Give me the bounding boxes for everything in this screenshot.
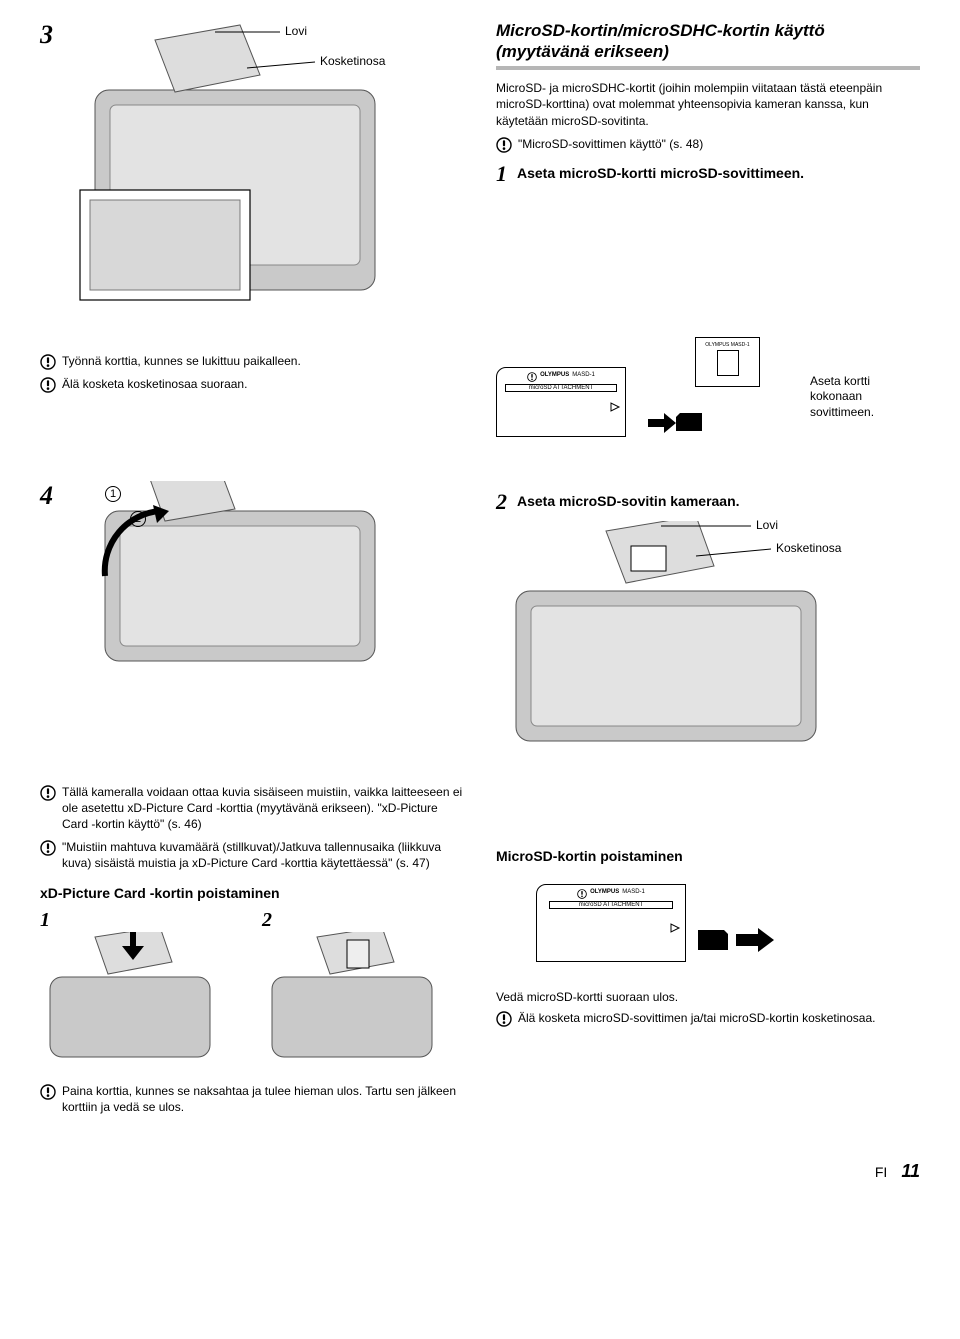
xd-remove-heading: xD-Picture Card -kortin poistaminen — [40, 885, 464, 901]
insert-adapter-block: 2 Aseta microSD-sovitin kameraan. Lovi K… — [496, 481, 920, 754]
label-lovi-2: Lovi — [756, 518, 778, 534]
note-sovitin-kaytto: "MicroSD-sovittimen käyttö" (s. 48) — [496, 136, 920, 153]
note-icon — [496, 1011, 512, 1027]
step3-number: 3 — [40, 20, 53, 50]
xd-remove-block: Tällä kameralla voidaan ottaa kuvia sisä… — [40, 778, 464, 1121]
label-kosketinosa-2: Kosketinosa — [776, 541, 841, 557]
step4-illustration — [65, 481, 395, 671]
eject-arrow-icon — [669, 923, 681, 933]
substep-2: 2 — [130, 511, 146, 527]
microsd-eject-icon — [696, 922, 786, 962]
footer-lang: FI — [875, 1164, 887, 1180]
microsd-remove-heading: MicroSD-kortin poistaminen — [496, 848, 920, 864]
insert-arrow-icon — [609, 402, 621, 412]
section-title: MicroSD-kortin/microSDHC-kortin käyttö (… — [496, 20, 920, 70]
microsd-insert-icon — [646, 405, 706, 445]
note-dont-touch-adapter: Älä kosketa microSD-sovittimen ja/tai mi… — [496, 1010, 920, 1027]
remove-illus-2 — [262, 932, 442, 1062]
pull-out-text: Vedä microSD-kortti suoraan ulos. — [496, 990, 920, 1004]
remove-step-1: 1 — [40, 909, 242, 932]
step3-notes: Työnnä korttia, kunnes se lukittuu paika… — [40, 337, 464, 457]
note-internal-memory: Tällä kameralla voidaan ottaa kuvia sisä… — [40, 784, 464, 833]
note-capacity: "Muistiin mahtuva kuvamäärä (stillkuvat)… — [40, 839, 464, 871]
microsd-remove-block: MicroSD-kortin poistaminen OLYMPUS MASD-… — [496, 778, 920, 1121]
insert-step2: 2 Aseta microSD-sovitin kameraan. — [496, 489, 920, 515]
note-dont-touch-contacts: Älä kosketa kosketinosaa suoraan. — [40, 376, 464, 393]
intro-text: MicroSD- ja microSDHC-kortit (joihin mol… — [496, 80, 920, 130]
footer-page: 11 — [901, 1161, 920, 1182]
note-push-lock: Työnnä korttia, kunnes se lukittuu paika… — [40, 353, 464, 370]
note-press-card: Paina korttia, kunnes se naksahtaa ja tu… — [40, 1083, 464, 1115]
step4-block: 4 1 2 — [40, 481, 464, 754]
note-icon — [40, 354, 56, 370]
label-lovi: Lovi — [285, 24, 307, 40]
remove-illus-1 — [40, 932, 220, 1062]
insert-fully-callout: Aseta kortti kokonaan sovittimeen. — [810, 374, 920, 421]
note-icon — [40, 785, 56, 801]
note-icon — [496, 137, 512, 153]
note-icon — [577, 889, 587, 899]
insert-step1: 1 Aseta microSD-kortti microSD-sovittime… — [496, 161, 920, 187]
remove-step-2: 2 — [262, 909, 464, 932]
microsd-section: MicroSD-kortin/microSDHC-kortin käyttö (… — [496, 20, 920, 313]
label-kosketinosa: Kosketinosa — [320, 54, 385, 70]
page-footer: FI 11 — [40, 1161, 920, 1182]
step4-number: 4 — [40, 481, 53, 511]
adapter-diagram: OLYMPUS MASD-1 microSD ATTACHMENT OLYMPU… — [496, 337, 920, 457]
step3-block: 3 Lovi Kosketinosa — [40, 20, 464, 313]
substep-1: 1 — [105, 486, 121, 502]
note-icon — [40, 840, 56, 856]
note-icon — [40, 377, 56, 393]
note-icon — [527, 372, 537, 382]
note-icon — [40, 1084, 56, 1100]
